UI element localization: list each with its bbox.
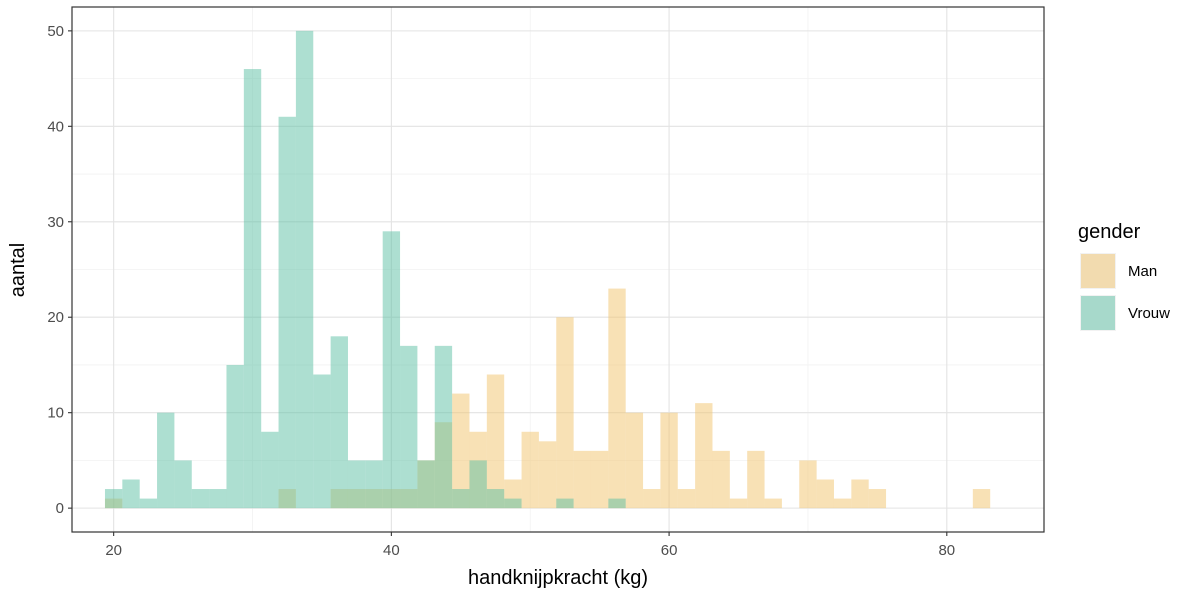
y-tick-label: 30 — [47, 214, 64, 231]
legend-title: gender — [1078, 221, 1141, 243]
bar-vrouw — [157, 412, 175, 509]
bar-man — [747, 450, 765, 509]
bar-man — [608, 288, 626, 509]
bar-man — [816, 479, 834, 509]
bar-vrouw — [104, 489, 123, 509]
x-axis-title: handknijpkracht (kg) — [468, 567, 648, 589]
bar-vrouw — [434, 345, 453, 509]
bar-vrouw — [486, 489, 505, 509]
bar-vrouw — [365, 460, 383, 509]
bar-man — [729, 498, 748, 509]
x-tick-label: 40 — [383, 542, 400, 559]
bar-man — [573, 450, 591, 509]
bar-vrouw — [608, 498, 626, 509]
bar-vrouw — [469, 460, 487, 509]
bar-vrouw — [191, 489, 210, 509]
bar-man — [452, 393, 470, 509]
x-tick-label: 20 — [105, 542, 122, 559]
y-axis-title: aantal — [7, 243, 29, 298]
bar-man — [695, 403, 713, 509]
bar-vrouw — [122, 479, 140, 509]
bar-man — [677, 489, 696, 509]
bar-vrouw — [295, 30, 314, 509]
bar-man — [764, 498, 782, 509]
bar-vrouw — [139, 498, 158, 509]
bar-vrouw — [330, 336, 348, 509]
bar-vrouw — [243, 69, 262, 509]
bar-man — [486, 374, 505, 509]
bar-vrouw — [504, 498, 522, 509]
x-tick-label: 60 — [661, 542, 678, 559]
bar-vrouw — [209, 489, 227, 509]
bar-man — [521, 431, 539, 509]
legend-label-man: Man — [1128, 263, 1157, 280]
bar-vrouw — [452, 489, 470, 509]
bar-vrouw — [400, 345, 418, 509]
bar-man — [712, 450, 730, 509]
bar-vrouw — [174, 460, 192, 509]
bar-vrouw — [347, 460, 366, 509]
bar-vrouw — [313, 374, 331, 509]
bar-vrouw — [226, 364, 244, 509]
legend-swatch-man — [1081, 254, 1115, 288]
legend-swatch-vrouw — [1081, 296, 1115, 330]
bar-man — [972, 489, 991, 509]
panel-border — [71, 6, 1045, 533]
y-tick-label: 10 — [47, 405, 64, 422]
bar-man — [833, 498, 852, 509]
bar-man — [660, 412, 678, 509]
bar-vrouw — [556, 498, 574, 509]
bar-man — [851, 479, 869, 509]
legend: gender Man Vrouw — [1078, 221, 1170, 331]
legend-label-vrouw: Vrouw — [1128, 305, 1170, 322]
y-tick-label: 50 — [47, 23, 64, 40]
y-tick-label: 40 — [47, 118, 64, 135]
bar-man — [590, 450, 609, 509]
bar-man — [799, 460, 817, 509]
bar-man — [625, 412, 644, 509]
bar-man — [538, 441, 557, 509]
x-tick-label: 80 — [938, 542, 955, 559]
bar-vrouw — [278, 116, 296, 509]
bar-man — [556, 317, 574, 509]
y-axis: 0 10 20 30 40 50 — [47, 23, 72, 517]
bar-man — [643, 489, 661, 509]
bar-vrouw — [261, 431, 279, 509]
series-vrouw-bars — [104, 30, 626, 509]
y-tick-label: 20 — [47, 309, 64, 326]
bar-vrouw — [417, 460, 435, 509]
bar-vrouw — [382, 231, 401, 509]
y-tick-label: 0 — [56, 500, 64, 517]
x-axis: 20 40 60 80 — [105, 532, 955, 559]
bar-man — [868, 489, 887, 509]
